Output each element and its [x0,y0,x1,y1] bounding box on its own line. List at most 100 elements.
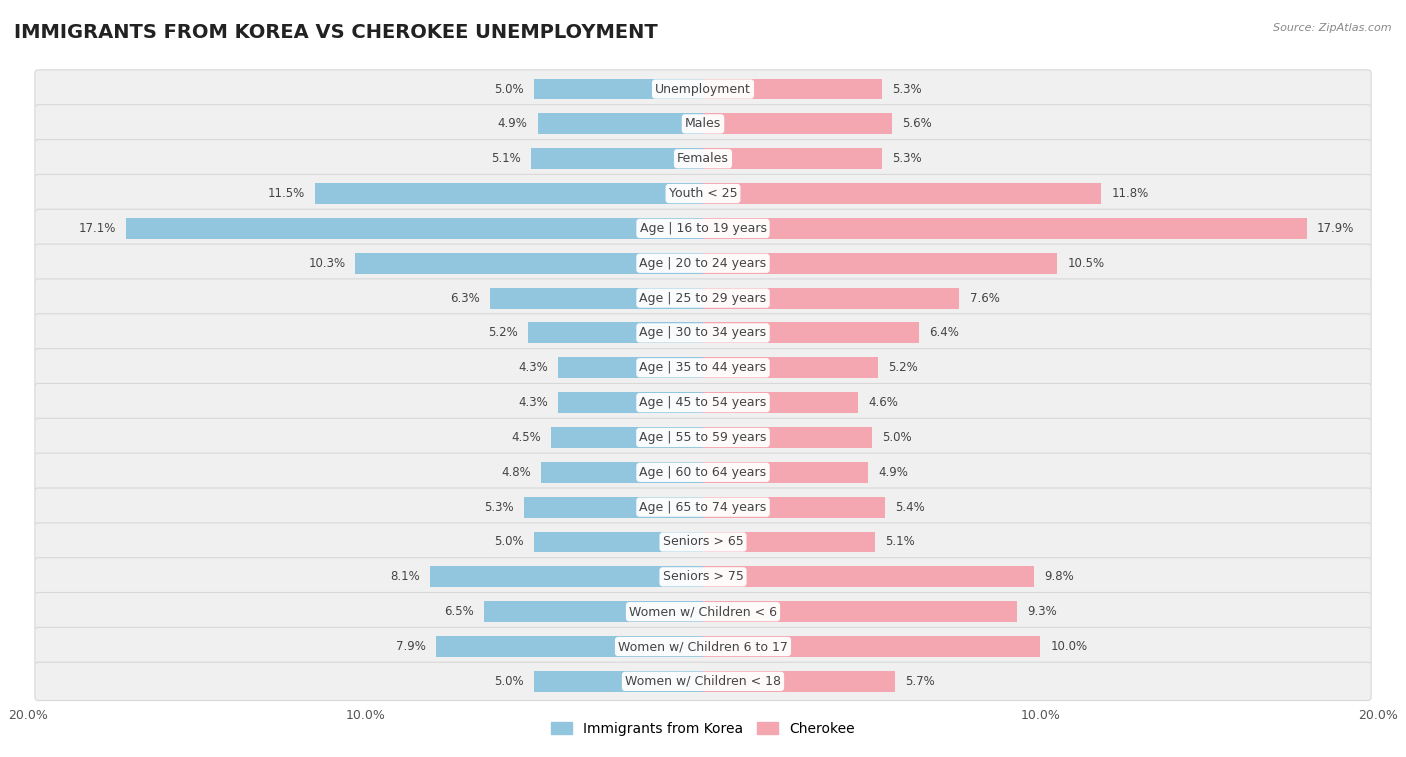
Text: 8.1%: 8.1% [389,570,419,584]
Text: 4.3%: 4.3% [517,396,548,409]
Text: Age | 16 to 19 years: Age | 16 to 19 years [640,222,766,235]
Text: Women w/ Children < 18: Women w/ Children < 18 [626,674,780,688]
Text: 4.8%: 4.8% [501,466,531,479]
FancyBboxPatch shape [35,104,1371,143]
Text: 5.0%: 5.0% [495,535,524,549]
Bar [703,322,920,344]
Text: Youth < 25: Youth < 25 [669,187,737,200]
Text: Age | 35 to 44 years: Age | 35 to 44 years [640,361,766,374]
Text: 9.3%: 9.3% [1026,605,1057,618]
Text: 10.0%: 10.0% [1050,640,1088,653]
Text: 9.8%: 9.8% [1043,570,1074,584]
FancyBboxPatch shape [35,453,1371,491]
Text: 6.3%: 6.3% [450,291,481,304]
Text: 5.2%: 5.2% [889,361,918,374]
FancyBboxPatch shape [35,70,1371,108]
Text: IMMIGRANTS FROM KOREA VS CHEROKEE UNEMPLOYMENT: IMMIGRANTS FROM KOREA VS CHEROKEE UNEMPL… [14,23,658,42]
Bar [541,462,703,483]
Bar [703,79,882,99]
Bar [703,462,869,483]
Text: 5.0%: 5.0% [882,431,911,444]
Bar [527,322,703,344]
FancyBboxPatch shape [35,558,1371,596]
Text: Seniors > 65: Seniors > 65 [662,535,744,549]
Bar [703,183,1101,204]
Text: 5.6%: 5.6% [903,117,932,130]
Bar [703,288,959,309]
Bar [703,601,1017,622]
Text: 5.1%: 5.1% [491,152,520,165]
Text: 11.8%: 11.8% [1111,187,1149,200]
Bar [531,148,703,169]
Text: Age | 60 to 64 years: Age | 60 to 64 years [640,466,766,479]
FancyBboxPatch shape [35,174,1371,213]
Text: 4.9%: 4.9% [879,466,908,479]
Text: 4.3%: 4.3% [517,361,548,374]
Text: Seniors > 75: Seniors > 75 [662,570,744,584]
FancyBboxPatch shape [35,628,1371,665]
Text: Source: ZipAtlas.com: Source: ZipAtlas.com [1274,23,1392,33]
FancyBboxPatch shape [35,662,1371,700]
Text: Age | 25 to 29 years: Age | 25 to 29 years [640,291,766,304]
FancyBboxPatch shape [35,209,1371,248]
Text: 5.1%: 5.1% [886,535,915,549]
Bar [558,357,703,378]
Text: 7.9%: 7.9% [396,640,426,653]
FancyBboxPatch shape [35,419,1371,456]
Bar [703,114,891,134]
Text: 5.0%: 5.0% [495,674,524,688]
Text: 4.5%: 4.5% [512,431,541,444]
Text: Age | 45 to 54 years: Age | 45 to 54 years [640,396,766,409]
Text: Age | 20 to 24 years: Age | 20 to 24 years [640,257,766,269]
Bar [703,636,1040,657]
Bar [356,253,703,274]
Text: 10.3%: 10.3% [308,257,346,269]
Text: 11.5%: 11.5% [267,187,305,200]
Bar [558,392,703,413]
Text: 6.4%: 6.4% [929,326,959,339]
Bar [491,288,703,309]
FancyBboxPatch shape [35,593,1371,631]
Text: 5.3%: 5.3% [485,500,515,514]
FancyBboxPatch shape [35,244,1371,282]
Bar [703,218,1308,239]
Bar [537,114,703,134]
Text: Age | 30 to 34 years: Age | 30 to 34 years [640,326,766,339]
FancyBboxPatch shape [35,313,1371,352]
Text: 5.3%: 5.3% [891,83,921,95]
Text: Females: Females [678,152,728,165]
Text: 17.1%: 17.1% [79,222,115,235]
Bar [430,566,703,587]
Text: Women w/ Children 6 to 17: Women w/ Children 6 to 17 [619,640,787,653]
Text: 10.5%: 10.5% [1067,257,1105,269]
Bar [534,671,703,692]
Bar [703,566,1033,587]
Bar [703,497,886,518]
Bar [524,497,703,518]
Bar [703,531,875,553]
Bar [127,218,703,239]
FancyBboxPatch shape [35,384,1371,422]
FancyBboxPatch shape [35,349,1371,387]
Bar [315,183,703,204]
Text: 5.2%: 5.2% [488,326,517,339]
FancyBboxPatch shape [35,488,1371,526]
Text: 4.6%: 4.6% [869,396,898,409]
Text: 5.4%: 5.4% [896,500,925,514]
Text: 5.0%: 5.0% [495,83,524,95]
Text: 7.6%: 7.6% [970,291,1000,304]
Bar [703,671,896,692]
Bar [703,253,1057,274]
Bar [703,357,879,378]
FancyBboxPatch shape [35,523,1371,561]
Text: Age | 65 to 74 years: Age | 65 to 74 years [640,500,766,514]
Text: 4.9%: 4.9% [498,117,527,130]
Bar [703,392,858,413]
Text: 6.5%: 6.5% [444,605,474,618]
FancyBboxPatch shape [35,139,1371,178]
FancyBboxPatch shape [35,279,1371,317]
Bar [703,427,872,448]
Text: Males: Males [685,117,721,130]
Legend: Immigrants from Korea, Cherokee: Immigrants from Korea, Cherokee [546,716,860,742]
Text: 17.9%: 17.9% [1317,222,1354,235]
